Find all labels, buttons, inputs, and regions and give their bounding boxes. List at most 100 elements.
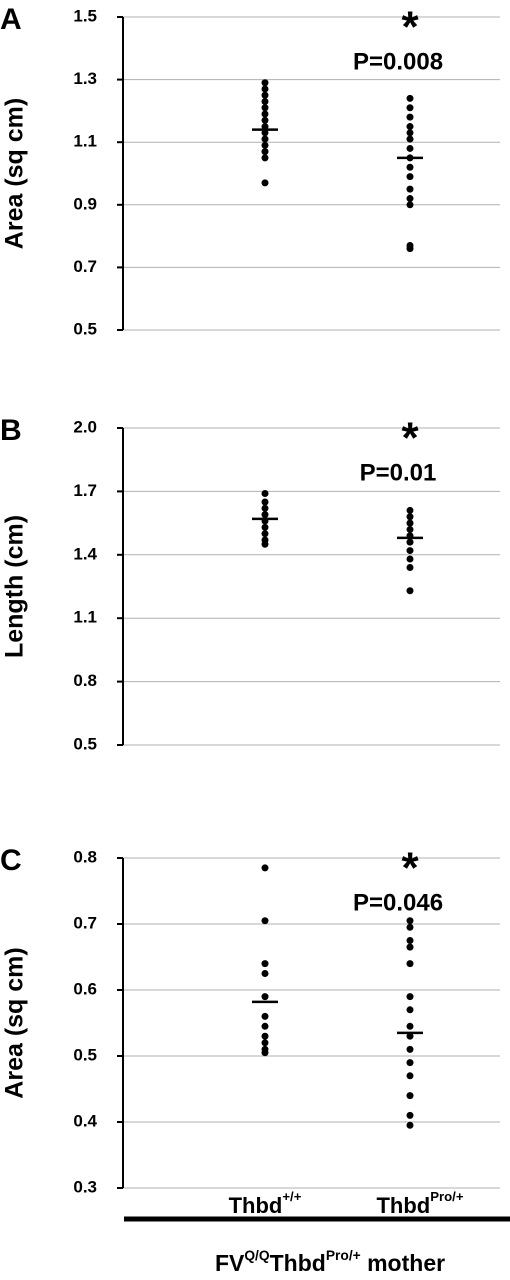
- significance-star: *: [401, 3, 419, 52]
- data-point: [406, 185, 414, 193]
- data-point: [261, 523, 269, 531]
- data-point: [406, 123, 414, 131]
- data-point: [406, 129, 414, 137]
- data-point: [261, 490, 269, 498]
- y-axis-label: Area (sq cm): [1, 947, 29, 1098]
- y-tick-label: 0.5: [73, 734, 97, 753]
- significance-star: *: [401, 844, 419, 893]
- data-point: [406, 993, 414, 1001]
- data-point: [406, 937, 414, 944]
- data-point: [261, 504, 269, 512]
- data-point: [261, 179, 269, 187]
- y-tick-label: 0.8: [73, 847, 97, 866]
- y-tick-label: 1.3: [73, 69, 97, 88]
- y-tick-label: 1.5: [73, 6, 97, 25]
- data-point: [406, 1032, 414, 1040]
- data-point: [261, 1039, 269, 1047]
- data-point: [261, 98, 269, 106]
- y-tick-label: 0.4: [73, 1111, 97, 1130]
- data-point: [261, 104, 269, 112]
- data-point: [406, 1045, 414, 1053]
- data-point: [406, 173, 414, 181]
- y-tick-label: 2.0: [73, 417, 97, 436]
- data-point: [261, 148, 269, 156]
- data-point: [261, 123, 269, 131]
- label-superscript: Pro/+: [326, 1247, 361, 1262]
- panel-label: B: [0, 414, 22, 447]
- label-text: mother: [361, 1250, 445, 1276]
- data-point: [261, 498, 269, 506]
- data-point: [406, 1121, 414, 1129]
- data-point: [406, 1072, 414, 1080]
- data-point: [406, 960, 414, 968]
- data-point: [261, 864, 269, 872]
- data-point: [261, 116, 269, 124]
- data-point: [406, 943, 414, 951]
- data-point: [406, 525, 414, 533]
- y-tick-label: 0.9: [73, 194, 97, 213]
- data-point: [406, 519, 414, 527]
- data-point: [406, 245, 414, 253]
- data-point: [406, 555, 414, 563]
- data-point: [406, 538, 414, 546]
- data-point: [261, 135, 269, 143]
- data-point: [406, 1111, 414, 1119]
- label-superscript: Q/Q: [244, 1247, 270, 1262]
- data-point: [406, 144, 414, 152]
- y-tick-label: 0.5: [73, 319, 97, 338]
- panel-label: C: [0, 844, 22, 877]
- y-axis-label: Length (cm): [1, 515, 29, 658]
- label-text: Thbd: [376, 1193, 430, 1218]
- data-point: [406, 113, 414, 121]
- data-point: [261, 1012, 269, 1020]
- y-axis-label: Area (sq cm): [1, 98, 29, 249]
- data-point: [406, 135, 414, 143]
- data-point: [406, 94, 414, 102]
- data-point: [406, 923, 414, 931]
- data-point: [261, 110, 269, 118]
- significance-star: *: [401, 414, 419, 463]
- data-point: [261, 970, 269, 977]
- y-tick-label: 0.7: [73, 257, 97, 276]
- data-point: [261, 1049, 269, 1057]
- label-text: FV: [215, 1250, 245, 1276]
- data-point: [406, 513, 414, 521]
- data-point: [406, 201, 414, 209]
- data-point: [406, 563, 414, 571]
- p-value: P=0.01: [360, 459, 437, 486]
- data-point: [261, 540, 269, 548]
- y-tick-label: 1.1: [73, 608, 97, 627]
- y-tick-label: 0.7: [73, 913, 97, 932]
- y-tick-label: 0.8: [73, 671, 97, 690]
- data-point: [406, 506, 414, 514]
- data-point: [261, 91, 269, 99]
- p-value: P=0.046: [353, 889, 443, 916]
- x-tick-label: Thbd+/+​: [229, 1190, 302, 1218]
- data-point: [261, 1022, 269, 1030]
- data-point: [261, 129, 269, 137]
- data-point: [406, 917, 414, 925]
- y-tick-label: 1.1: [73, 132, 97, 151]
- data-point: [406, 163, 414, 171]
- data-point: [406, 1092, 414, 1100]
- y-tick-label: 0.6: [73, 979, 97, 998]
- data-point: [406, 1006, 414, 1014]
- x-axis-label: FVQ/Q​ThbdPro/+​ mother: [215, 1247, 445, 1276]
- panel-label: A: [0, 3, 22, 36]
- p-value: P=0.008: [353, 48, 443, 75]
- label-superscript: +/+: [282, 1190, 301, 1205]
- data-point: [406, 547, 414, 555]
- data-point: [261, 79, 269, 87]
- data-point: [261, 511, 269, 519]
- y-tick-label: 0.3: [73, 1177, 97, 1196]
- label-text: Thbd: [229, 1193, 283, 1218]
- data-point: [261, 960, 269, 968]
- data-point: [261, 993, 269, 1001]
- data-point: [406, 1022, 414, 1030]
- label-superscript: Pro/+: [430, 1190, 464, 1205]
- data-point: [261, 917, 269, 925]
- data-point: [261, 85, 269, 93]
- data-point: [406, 587, 414, 595]
- y-tick-label: 0.5: [73, 1045, 97, 1064]
